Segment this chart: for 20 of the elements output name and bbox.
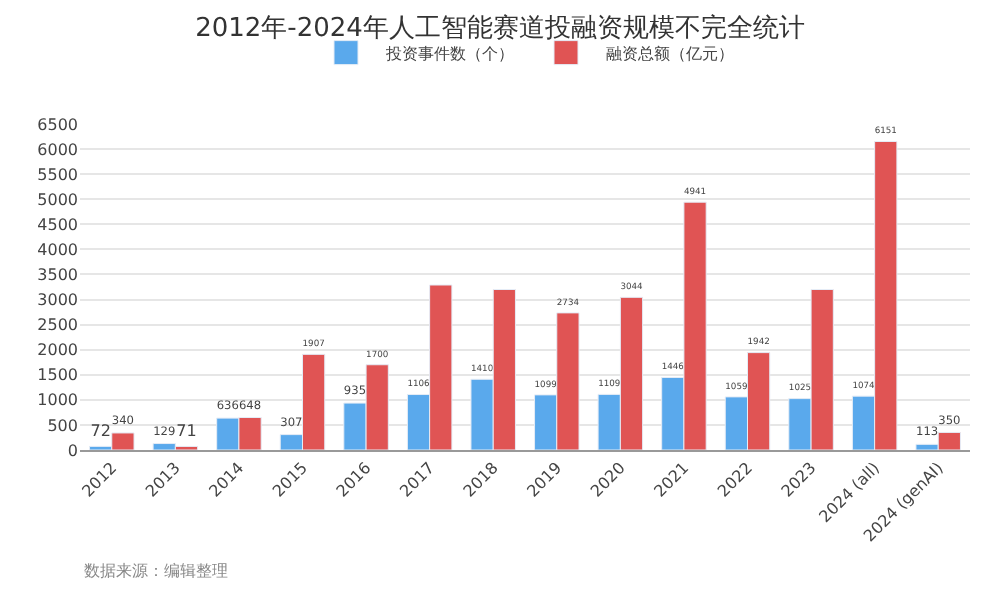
y-tick-label: 5500 bbox=[37, 165, 78, 184]
data-label: 71 bbox=[176, 422, 197, 441]
y-tick-label: 500 bbox=[47, 416, 78, 435]
y-tick-label: 1500 bbox=[37, 366, 78, 385]
y-tick-label: 6500 bbox=[37, 115, 78, 134]
y-tick-label: 4000 bbox=[37, 240, 78, 259]
y-tick-label: 5000 bbox=[37, 190, 78, 209]
y-tick-label: 1000 bbox=[37, 391, 78, 410]
y-tick-label: 6000 bbox=[37, 140, 78, 159]
y-tick-label: 0 bbox=[67, 441, 78, 460]
y-tick-label: 4500 bbox=[37, 215, 78, 234]
data-label: 72 bbox=[90, 422, 111, 441]
y-tick-label: 3500 bbox=[37, 266, 78, 285]
legend-label: 融资总额（亿元） bbox=[606, 44, 734, 63]
chart-title: 2012年-2024年人工智能赛道投融资规模不完全统计 bbox=[195, 12, 805, 45]
source-note: 数据来源：编辑整理 bbox=[84, 562, 228, 580]
y-tick-label: 2000 bbox=[37, 341, 78, 360]
legend-label: 投资事件数（个） bbox=[384, 44, 514, 63]
y-tick-label: 2500 bbox=[37, 316, 78, 335]
y-tick-label: 3000 bbox=[37, 291, 78, 310]
